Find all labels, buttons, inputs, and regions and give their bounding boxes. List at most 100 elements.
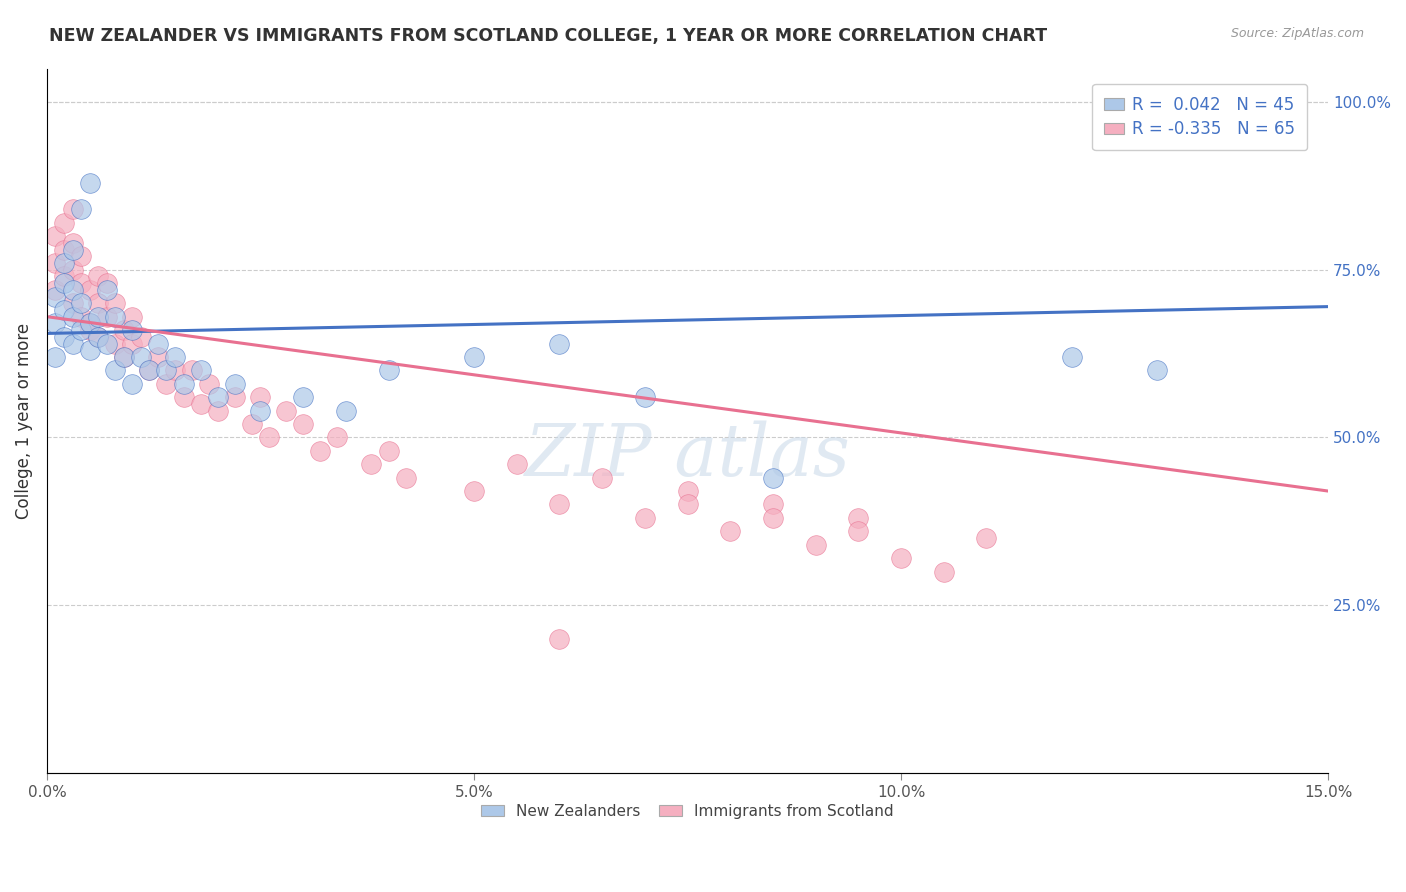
- Point: [87, 269, 110, 284]
- Point: [129, 330, 152, 344]
- Point: [890, 551, 912, 566]
- Point: [52, 276, 75, 290]
- Point: [96, 283, 118, 297]
- Point: [181, 363, 204, 377]
- Point: [1060, 350, 1083, 364]
- Point: [463, 350, 485, 364]
- Point: [718, 524, 741, 539]
- Point: [190, 397, 212, 411]
- Point: [44, 256, 66, 270]
- Text: Source: ZipAtlas.com: Source: ZipAtlas.com: [1230, 27, 1364, 40]
- Point: [70, 323, 93, 337]
- Point: [548, 632, 571, 646]
- Point: [257, 430, 280, 444]
- Point: [104, 296, 127, 310]
- Point: [112, 350, 135, 364]
- Point: [138, 363, 160, 377]
- Point: [70, 249, 93, 263]
- Point: [79, 283, 101, 297]
- Point: [112, 323, 135, 337]
- Point: [52, 269, 75, 284]
- Point: [634, 511, 657, 525]
- Point: [762, 498, 785, 512]
- Point: [224, 390, 246, 404]
- Point: [62, 296, 84, 310]
- Point: [87, 310, 110, 324]
- Point: [309, 443, 332, 458]
- Point: [249, 390, 271, 404]
- Point: [52, 256, 75, 270]
- Point: [96, 276, 118, 290]
- Point: [44, 283, 66, 297]
- Point: [173, 376, 195, 391]
- Point: [104, 336, 127, 351]
- Point: [79, 317, 101, 331]
- Point: [326, 430, 349, 444]
- Point: [87, 296, 110, 310]
- Point: [932, 565, 955, 579]
- Point: [224, 376, 246, 391]
- Point: [79, 176, 101, 190]
- Point: [62, 310, 84, 324]
- Point: [121, 310, 143, 324]
- Point: [121, 323, 143, 337]
- Point: [112, 350, 135, 364]
- Point: [762, 511, 785, 525]
- Point: [79, 343, 101, 358]
- Point: [62, 235, 84, 250]
- Point: [155, 376, 177, 391]
- Point: [163, 350, 186, 364]
- Point: [976, 531, 998, 545]
- Point: [52, 216, 75, 230]
- Point: [762, 470, 785, 484]
- Point: [138, 363, 160, 377]
- Point: [591, 470, 613, 484]
- Point: [70, 310, 93, 324]
- Point: [249, 403, 271, 417]
- Point: [1146, 363, 1168, 377]
- Point: [377, 363, 399, 377]
- Point: [129, 350, 152, 364]
- Point: [44, 229, 66, 244]
- Point: [198, 376, 221, 391]
- Point: [360, 457, 382, 471]
- Point: [96, 310, 118, 324]
- Point: [52, 302, 75, 317]
- Point: [87, 330, 110, 344]
- Point: [676, 498, 699, 512]
- Point: [676, 484, 699, 499]
- Point: [804, 538, 827, 552]
- Point: [52, 243, 75, 257]
- Point: [121, 376, 143, 391]
- Point: [146, 336, 169, 351]
- Point: [846, 524, 869, 539]
- Point: [62, 336, 84, 351]
- Point: [377, 443, 399, 458]
- Text: NEW ZEALANDER VS IMMIGRANTS FROM SCOTLAND COLLEGE, 1 YEAR OR MORE CORRELATION CH: NEW ZEALANDER VS IMMIGRANTS FROM SCOTLAN…: [49, 27, 1047, 45]
- Point: [104, 310, 127, 324]
- Point: [44, 317, 66, 331]
- Point: [62, 262, 84, 277]
- Point: [207, 390, 229, 404]
- Point: [207, 403, 229, 417]
- Point: [62, 243, 84, 257]
- Point: [70, 276, 93, 290]
- Point: [79, 323, 101, 337]
- Point: [292, 417, 315, 431]
- Point: [292, 390, 315, 404]
- Point: [62, 202, 84, 217]
- Point: [274, 403, 297, 417]
- Point: [121, 336, 143, 351]
- Point: [190, 363, 212, 377]
- Point: [395, 470, 418, 484]
- Y-axis label: College, 1 year or more: College, 1 year or more: [15, 323, 32, 518]
- Point: [104, 363, 127, 377]
- Point: [155, 363, 177, 377]
- Point: [44, 350, 66, 364]
- Point: [335, 403, 357, 417]
- Point: [463, 484, 485, 499]
- Point: [548, 336, 571, 351]
- Point: [44, 289, 66, 303]
- Point: [163, 363, 186, 377]
- Point: [62, 283, 84, 297]
